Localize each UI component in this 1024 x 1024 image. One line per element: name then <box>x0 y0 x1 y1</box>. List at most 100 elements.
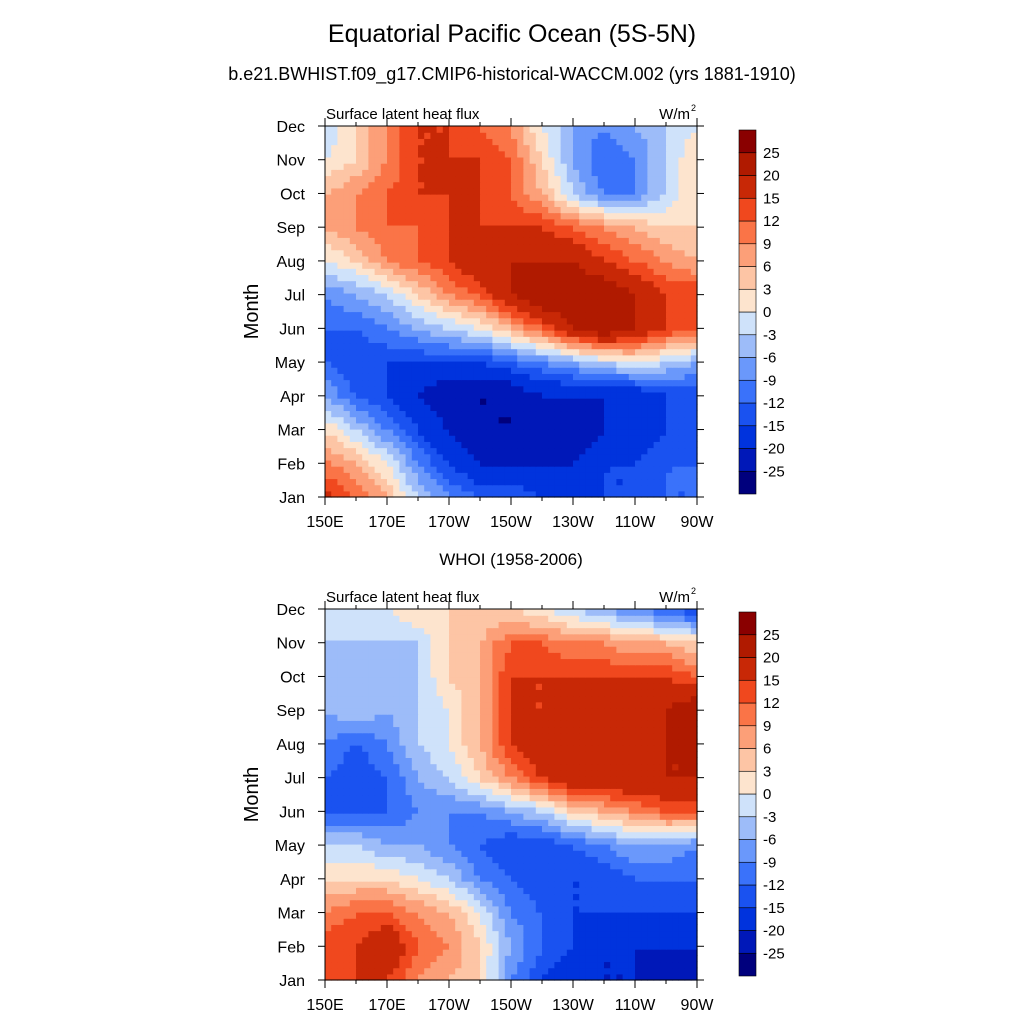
heatmap-cell <box>411 194 419 201</box>
heatmap-cell <box>430 373 438 381</box>
heatmap-cell <box>523 410 531 418</box>
heatmap-cell <box>498 255 506 263</box>
heatmap-cell <box>653 453 661 461</box>
heatmap-cell <box>653 435 661 442</box>
heatmap-cell <box>449 936 456 944</box>
heatmap-cell <box>535 478 543 486</box>
heatmap-cell <box>393 936 400 944</box>
heatmap-cell <box>535 973 543 981</box>
heatmap-cell <box>362 200 369 207</box>
x-tick-label: 170W <box>428 514 471 531</box>
heatmap-cell <box>467 224 475 232</box>
heatmap-cell <box>368 330 376 337</box>
heatmap-cell <box>585 893 593 901</box>
heatmap-cell <box>405 893 413 901</box>
heatmap-cell <box>647 323 655 331</box>
heatmap-cell <box>653 280 661 288</box>
heatmap-cell <box>436 843 444 851</box>
heatmap-cell <box>610 200 617 207</box>
heatmap-cell <box>356 868 363 876</box>
heatmap-cell <box>368 132 376 139</box>
heatmap-cell <box>622 243 630 251</box>
heatmap-cell <box>455 194 462 201</box>
heatmap-cell <box>362 187 369 195</box>
heatmap-cell <box>666 156 673 164</box>
heatmap-cell <box>442 330 450 337</box>
heatmap-cell <box>554 317 562 325</box>
heatmap-cell <box>486 942 493 950</box>
heatmap-cell <box>672 360 679 368</box>
heatmap-cell <box>672 194 679 201</box>
heatmap-cell <box>566 868 574 876</box>
heatmap-cell <box>418 187 425 195</box>
heatmap-cell <box>647 942 655 950</box>
heatmap-cell <box>529 459 537 467</box>
heatmap-cell <box>542 404 549 412</box>
heatmap-cell <box>523 874 531 882</box>
heatmap-cell <box>405 218 413 226</box>
heatmap-cell <box>622 175 630 183</box>
heatmap-cell <box>436 212 444 220</box>
heatmap-cell <box>337 385 345 393</box>
heatmap-cell <box>337 887 345 895</box>
heatmap-cell <box>455 249 462 257</box>
heatmap-cell <box>535 342 543 350</box>
heatmap-cell <box>684 955 692 963</box>
heatmap-cell <box>591 379 599 387</box>
heatmap-cell <box>368 144 376 152</box>
heatmap-cell <box>405 868 413 876</box>
heatmap-cell <box>418 874 425 882</box>
heatmap-cell <box>566 955 574 963</box>
heatmap-cell <box>560 918 568 925</box>
heatmap-cell <box>529 243 537 251</box>
heatmap-cell <box>393 893 400 901</box>
heatmap-cell <box>591 169 599 177</box>
heatmap-cell <box>554 936 562 944</box>
heatmap-cell <box>337 459 345 467</box>
heatmap-cell <box>672 231 679 238</box>
heatmap-cell <box>585 126 593 133</box>
heatmap-cell <box>511 391 518 399</box>
heatmap-cell <box>591 132 599 139</box>
heatmap-cell <box>573 435 580 442</box>
heatmap-cell <box>684 138 692 146</box>
heatmap-cell <box>393 218 400 226</box>
heatmap-cell <box>610 905 617 913</box>
heatmap-cell <box>461 466 469 473</box>
heatmap-cell <box>325 911 332 919</box>
heatmap-cell <box>573 342 580 350</box>
heatmap-cell <box>343 286 351 294</box>
heatmap-cell <box>523 231 531 238</box>
heatmap-cell <box>473 336 481 344</box>
heatmap-cell <box>597 224 605 232</box>
heatmap-cell <box>666 862 673 870</box>
heatmap-cell <box>604 224 611 232</box>
heatmap-cell <box>597 292 605 300</box>
heatmap-cell <box>585 453 593 461</box>
heatmap-cell <box>647 354 655 362</box>
heatmap-cell <box>560 961 568 969</box>
heatmap-cell <box>678 138 686 146</box>
heatmap-cell <box>436 918 444 925</box>
heatmap-cell <box>616 224 624 232</box>
heatmap-cell <box>604 286 611 294</box>
heatmap-cell <box>554 466 562 473</box>
heatmap-cell <box>343 237 351 245</box>
heatmap-cell <box>690 472 698 480</box>
heatmap-cell <box>430 874 438 882</box>
heatmap-cell <box>498 212 506 220</box>
heatmap-cell <box>684 243 692 251</box>
heatmap-cell <box>610 955 617 963</box>
heatmap-cell <box>542 144 549 152</box>
heatmap-cell <box>461 323 469 331</box>
heatmap-cell <box>678 194 686 201</box>
heatmap-cell <box>405 973 413 981</box>
heatmap-cell <box>418 428 425 436</box>
heatmap-cell <box>399 354 407 362</box>
heatmap-cell <box>418 478 425 486</box>
heatmap-cell <box>418 918 425 925</box>
heatmap-cell <box>362 224 369 232</box>
heatmap-cell <box>635 181 642 189</box>
heatmap-cell <box>511 311 518 319</box>
heatmap-cell <box>647 924 655 932</box>
